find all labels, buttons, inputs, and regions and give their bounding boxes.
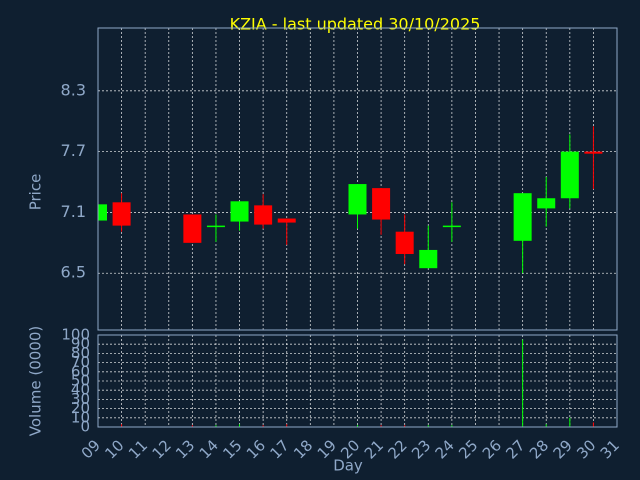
- candle-body: [206, 225, 225, 228]
- candle-body: [183, 214, 202, 243]
- candle-body: [112, 202, 131, 226]
- x-tick-label: 23: [408, 436, 434, 462]
- x-tick-label: 14: [196, 436, 222, 462]
- candle-body: [277, 218, 296, 223]
- candles: [98, 126, 603, 274]
- x-tick-label: 22: [384, 436, 410, 462]
- volume-tick-label: 70: [71, 353, 90, 371]
- x-tick-label: 26: [479, 436, 505, 462]
- volume-tick-label: 20: [71, 399, 90, 417]
- x-tick-label: 09: [78, 436, 104, 462]
- y-axis-label: Price: [27, 174, 45, 211]
- y-tick-label: 7.1: [61, 202, 86, 221]
- y-tick-label: 8.3: [61, 80, 86, 99]
- x-tick-label: 10: [101, 436, 127, 462]
- y-tick-label: 6.5: [61, 263, 86, 282]
- x-tick-label: 15: [219, 436, 245, 462]
- x-tick-label: 24: [432, 436, 458, 462]
- x-tick-label: 21: [361, 436, 387, 462]
- volume-frame: [97, 334, 618, 428]
- volume-tick-label: 50: [71, 372, 90, 390]
- candle-body: [584, 151, 603, 154]
- y-tick-label: 7.7: [61, 141, 86, 160]
- candle-body: [372, 188, 391, 220]
- candle-body: [254, 205, 273, 225]
- volume-tick-label: 80: [71, 344, 90, 362]
- x-tick-label: 18: [290, 436, 316, 462]
- candle-body: [513, 193, 532, 241]
- volume-axis-label: Volume (0000): [27, 326, 45, 436]
- x-tick-label: 13: [172, 436, 198, 462]
- x-tick-label: 12: [149, 436, 175, 462]
- x-tick-label: 25: [455, 436, 481, 462]
- x-tick-label: 30: [573, 436, 599, 462]
- volume-tick-label: 100: [61, 326, 90, 344]
- x-tick-label: 16: [243, 436, 269, 462]
- candle-body: [560, 151, 579, 199]
- candle-body: [230, 201, 249, 222]
- candle-body: [419, 249, 438, 269]
- volume-tick-label: 90: [71, 335, 90, 353]
- chart-title: KZIA - last updated 30/10/2025: [230, 15, 481, 34]
- x-tick-label: 11: [125, 436, 151, 462]
- candle-body: [348, 184, 367, 215]
- candle-body: [537, 198, 556, 209]
- candle-body: [442, 225, 461, 228]
- x-tick-label: 27: [502, 436, 528, 462]
- x-tick-label: 29: [550, 436, 576, 462]
- x-tick-label: 31: [597, 436, 623, 462]
- x-axis-label: Day: [333, 457, 363, 475]
- x-tick-label: 28: [526, 436, 552, 462]
- candle-body: [98, 204, 107, 221]
- price-frame: [97, 27, 618, 331]
- volume-tick-label: 30: [71, 390, 90, 408]
- volume-tick-label: 0: [80, 418, 90, 436]
- volume-tick-label: 60: [71, 362, 90, 380]
- x-tick-label: 17: [267, 436, 293, 462]
- volume-tick-label: 40: [71, 381, 90, 399]
- candle-body: [395, 231, 414, 254]
- volume-bars: [98, 339, 594, 427]
- volume-tick-label: 10: [71, 408, 90, 426]
